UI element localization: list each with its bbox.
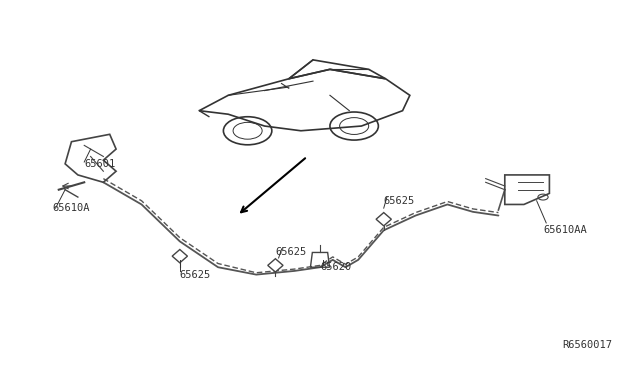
Text: 65610AA: 65610AA	[543, 225, 587, 235]
Text: 65601: 65601	[84, 159, 115, 169]
Polygon shape	[376, 212, 392, 226]
Text: 65625: 65625	[384, 196, 415, 206]
Polygon shape	[268, 259, 283, 272]
Text: 65625: 65625	[275, 247, 307, 257]
Text: 65620: 65620	[320, 262, 351, 272]
Polygon shape	[172, 250, 188, 263]
Text: 65625: 65625	[180, 270, 211, 280]
Text: 65610A: 65610A	[52, 203, 90, 213]
Text: R6560017: R6560017	[562, 340, 612, 350]
